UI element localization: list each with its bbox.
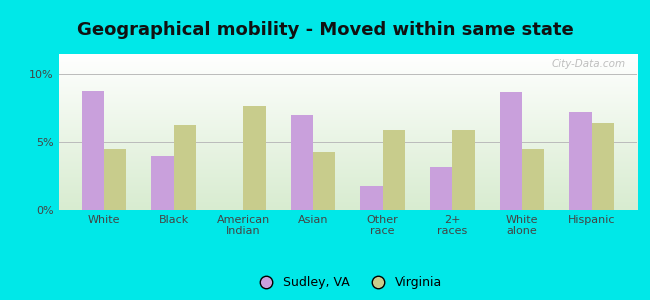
Bar [174,124,196,210]
Bar [592,123,614,210]
Bar [81,91,104,210]
Text: City-Data.com: City-Data.com [551,59,625,69]
Legend: Sudley, VA, Virginia: Sudley, VA, Virginia [248,271,447,294]
Bar [522,149,544,210]
Bar [291,115,313,210]
Bar [360,186,383,210]
Bar [500,92,522,210]
Bar [383,130,405,210]
Bar [452,130,474,210]
Bar [569,112,592,210]
Bar [243,106,265,210]
Bar [430,167,452,210]
Bar [104,149,126,210]
Bar [151,156,174,210]
Bar [313,152,335,210]
Text: Geographical mobility - Moved within same state: Geographical mobility - Moved within sam… [77,21,573,39]
